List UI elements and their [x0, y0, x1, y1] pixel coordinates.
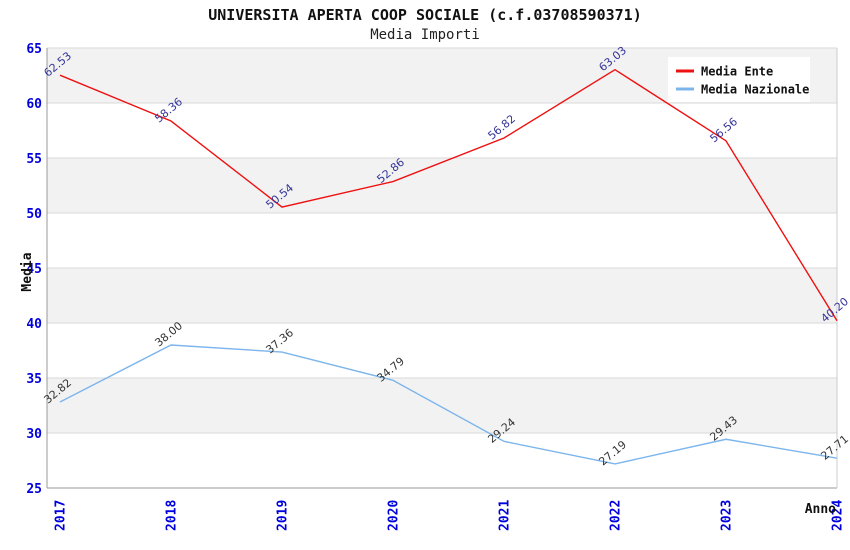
plot-band: [47, 268, 837, 323]
y-tick-label: 30: [26, 427, 42, 442]
legend-box: [668, 57, 810, 102]
y-tick-label: 55: [26, 152, 42, 167]
y-tick-label: 65: [26, 42, 42, 57]
x-tick-label: 2020: [387, 500, 402, 531]
plot-band: [47, 433, 837, 488]
plot-band: [47, 213, 837, 268]
y-tick-label: 25: [26, 482, 42, 497]
x-tick-label: 2022: [609, 500, 624, 531]
y-tick-label: 50: [26, 207, 42, 222]
x-axis-title: Anno: [805, 502, 836, 517]
chart-subtitle: Media Importi: [370, 27, 480, 43]
x-tick-label: 2024: [831, 500, 846, 531]
x-tick-label: 2021: [498, 500, 513, 531]
y-tick-label: 45: [26, 262, 42, 277]
y-tick-label: 60: [26, 97, 42, 112]
plot-band: [47, 103, 837, 158]
x-tick-label: 2017: [54, 500, 69, 531]
series-line-media-nazionale: [59, 344, 838, 465]
plot-band: [47, 378, 837, 433]
legend-label-media-nazionale: Media Nazionale: [701, 83, 809, 97]
x-tick-label: 2019: [276, 500, 291, 531]
y-axis-title: Media: [20, 252, 35, 291]
y-tick-label: 40: [26, 317, 42, 332]
chart-title: UNIVERSITA APERTA COOP SOCIALE (c.f.0370…: [208, 6, 642, 24]
plot-band: [47, 158, 837, 213]
y-tick-label: 35: [26, 372, 42, 387]
legend-label-media-ente: Media Ente: [701, 65, 773, 79]
series-line-media-ente: [59, 68, 838, 322]
plot-band: [47, 323, 837, 378]
x-tick-label: 2023: [720, 500, 735, 531]
x-tick-label: 2018: [165, 500, 180, 531]
